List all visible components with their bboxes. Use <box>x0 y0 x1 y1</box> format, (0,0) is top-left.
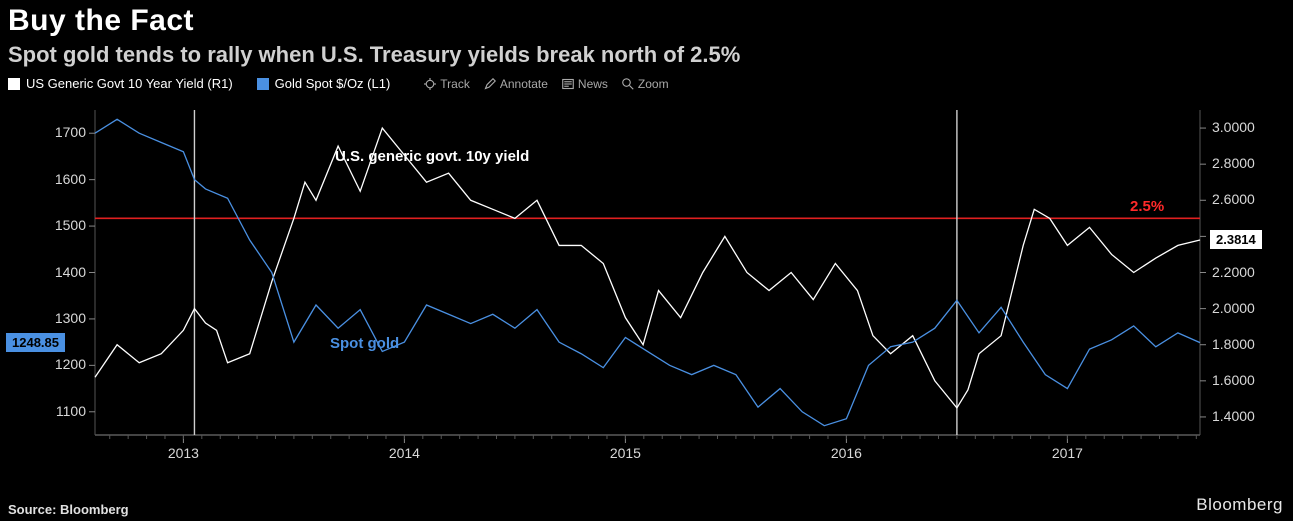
series-gold <box>95 119 1200 425</box>
y-left-tick-label: 1400 <box>40 264 86 280</box>
news-button[interactable]: News <box>562 77 608 91</box>
legend-label-yield: US Generic Govt 10 Year Yield (R1) <box>26 76 233 91</box>
y-left-tick-label: 1600 <box>40 171 86 187</box>
source-label: Source: Bloomberg <box>8 502 129 517</box>
x-tick-label: 2015 <box>605 445 645 461</box>
series-yield <box>95 128 1200 408</box>
annotation-yield: U.S. generic govt. 10y yield <box>335 148 529 165</box>
legend-swatch-gold <box>257 78 269 90</box>
y-left-tick-label: 1500 <box>40 217 86 233</box>
y-right-tick-label: 3.0000 <box>1212 119 1255 135</box>
news-icon <box>562 78 574 90</box>
crosshair-icon <box>424 78 436 90</box>
legend-label-gold: Gold Spot $/Oz (L1) <box>275 76 391 91</box>
chart-title: Buy the Fact <box>8 4 194 38</box>
news-label: News <box>578 77 608 91</box>
track-button[interactable]: Track <box>424 77 470 91</box>
track-label: Track <box>440 77 470 91</box>
x-tick-label: 2017 <box>1047 445 1087 461</box>
y-right-tick-label: 2.8000 <box>1212 155 1255 171</box>
y-right-tick-label: 2.0000 <box>1212 300 1255 316</box>
pencil-icon <box>484 78 496 90</box>
zoom-button[interactable]: Zoom <box>622 77 669 91</box>
legend-swatch-yield <box>8 78 20 90</box>
bloomberg-chart-root: { "title": "Buy the Fact", "subtitle": "… <box>0 0 1293 521</box>
y-left-current-value: 1248.85 <box>6 333 65 352</box>
bloomberg-watermark: Bloomberg <box>1196 495 1283 515</box>
annotate-label: Annotate <box>500 77 548 91</box>
annotation-gold: Spot gold <box>330 335 399 352</box>
y-left-tick-label: 1700 <box>40 124 86 140</box>
y-left-tick-label: 1100 <box>40 403 86 419</box>
x-tick-label: 2016 <box>826 445 866 461</box>
annotate-button[interactable]: Annotate <box>484 77 548 91</box>
x-tick-label: 2014 <box>384 445 424 461</box>
plot-area: 1.40001.60001.80002.00002.20002.40002.60… <box>0 100 1293 480</box>
zoom-label: Zoom <box>638 77 669 91</box>
legend-bar: US Generic Govt 10 Year Yield (R1) Gold … <box>8 76 669 91</box>
y-right-current-value: 2.3814 <box>1210 230 1262 249</box>
y-left-tick-label: 1300 <box>40 310 86 326</box>
zoom-icon <box>622 78 634 90</box>
y-right-tick-label: 2.2000 <box>1212 264 1255 280</box>
chart-subtitle: Spot gold tends to rally when U.S. Treas… <box>8 42 740 68</box>
y-right-tick-label: 1.4000 <box>1212 408 1255 424</box>
y-right-tick-label: 2.6000 <box>1212 191 1255 207</box>
y-right-tick-label: 1.6000 <box>1212 372 1255 388</box>
x-tick-label: 2013 <box>163 445 203 461</box>
y-right-tick-label: 1.8000 <box>1212 336 1255 352</box>
hline-label: 2.5% <box>1130 198 1164 215</box>
y-left-tick-label: 1200 <box>40 356 86 372</box>
